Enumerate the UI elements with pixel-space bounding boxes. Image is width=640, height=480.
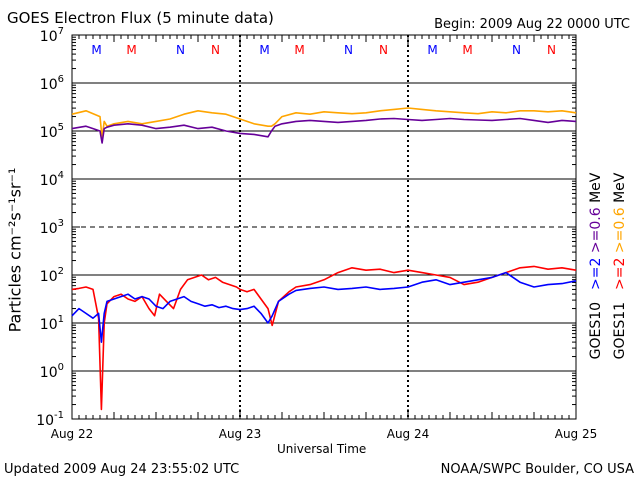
mn-marker: M (462, 43, 472, 57)
y-tick-label: 100 (40, 362, 64, 381)
x-tick-label: Aug 22 (51, 427, 94, 441)
y-tick-label: 102 (40, 266, 64, 285)
y-tick-exponent: 1 (58, 314, 64, 325)
series-line (71, 271, 577, 344)
y-tick-base: 10 (40, 77, 58, 93)
y-axis-title: Particles cm⁻²s⁻¹sr⁻¹ (5, 167, 25, 333)
begin-time: Begin: 2009 Aug 22 0000 UTC (434, 17, 630, 32)
x-tick-label: Aug 24 (387, 427, 430, 441)
mn-marker: N (547, 43, 556, 57)
y-tick-base: 10 (40, 173, 58, 189)
y-tick-exponent: 2 (58, 266, 64, 277)
y-tick-exponent: 5 (58, 122, 64, 133)
legend-goes10-06mev: >=0.6 (588, 207, 604, 254)
mn-marker: N (379, 43, 388, 57)
y-tick-exponent: 7 (58, 26, 64, 37)
y-tick-label: 107 (40, 26, 64, 45)
y-tick-label: 10-1 (36, 410, 64, 429)
chart-title: GOES Electron Flux (5 minute data) (7, 9, 274, 27)
y-tick-base: 10 (40, 317, 58, 333)
series-line (71, 107, 577, 139)
legend-goes11: GOES11 >=2 >=0.6 MeV (612, 173, 628, 360)
credit-line: NOAA/SWPC Boulder, CO USA (440, 462, 634, 477)
legend-goes10: GOES10 >=2 >=0.6 MeV (588, 173, 604, 360)
mn-marker: M (91, 43, 101, 57)
mn-marker: M (126, 43, 136, 57)
y-tick-label: 101 (40, 314, 64, 333)
mn-marker: N (512, 43, 521, 57)
mn-marker: N (344, 43, 353, 57)
x-tick-label: Aug 23 (219, 427, 262, 441)
y-tick-exponent: 0 (58, 362, 64, 373)
series-line (71, 265, 577, 411)
mn-marker: N (211, 43, 220, 57)
x-axis-title: Universal Time (277, 442, 367, 456)
legend-goes11-unit: MeV (612, 172, 628, 203)
legend-goes10-unit: MeV (588, 172, 604, 203)
y-tick-base: 10 (40, 221, 58, 237)
y-tick-label: 103 (40, 218, 64, 237)
y-tick-exponent: 3 (58, 218, 64, 229)
mn-marker: M (259, 43, 269, 57)
legend-goes11-06mev: >=0.6 (612, 207, 628, 254)
y-tick-label: 105 (40, 122, 64, 141)
y-tick-base: 10 (40, 29, 58, 45)
legend-goes10-2mev: >=2 (588, 257, 604, 290)
y-tick-label: 106 (40, 74, 64, 93)
y-tick-base: 10 (36, 413, 54, 429)
legend-goes11-sat: GOES11 (612, 301, 628, 360)
y-tick-base: 10 (40, 125, 58, 141)
mn-marker: M (294, 43, 304, 57)
y-tick-base: 10 (40, 269, 58, 285)
y-tick-label: 104 (40, 170, 64, 189)
legend-goes11-2mev: >=2 (612, 257, 628, 290)
y-tick-exponent: 6 (58, 74, 64, 85)
mn-marker: M (427, 43, 437, 57)
y-tick-exponent: 4 (58, 170, 64, 181)
y-tick-base: 10 (40, 365, 58, 381)
x-tick-label: Aug 25 (555, 427, 598, 441)
updated-timestamp: Updated 2009 Aug 24 23:55:02 UTC (4, 462, 240, 477)
mn-marker: N (176, 43, 185, 57)
series-line (71, 117, 577, 144)
legend-goes10-sat: GOES10 (588, 301, 604, 360)
y-tick-exponent: -1 (54, 410, 64, 421)
